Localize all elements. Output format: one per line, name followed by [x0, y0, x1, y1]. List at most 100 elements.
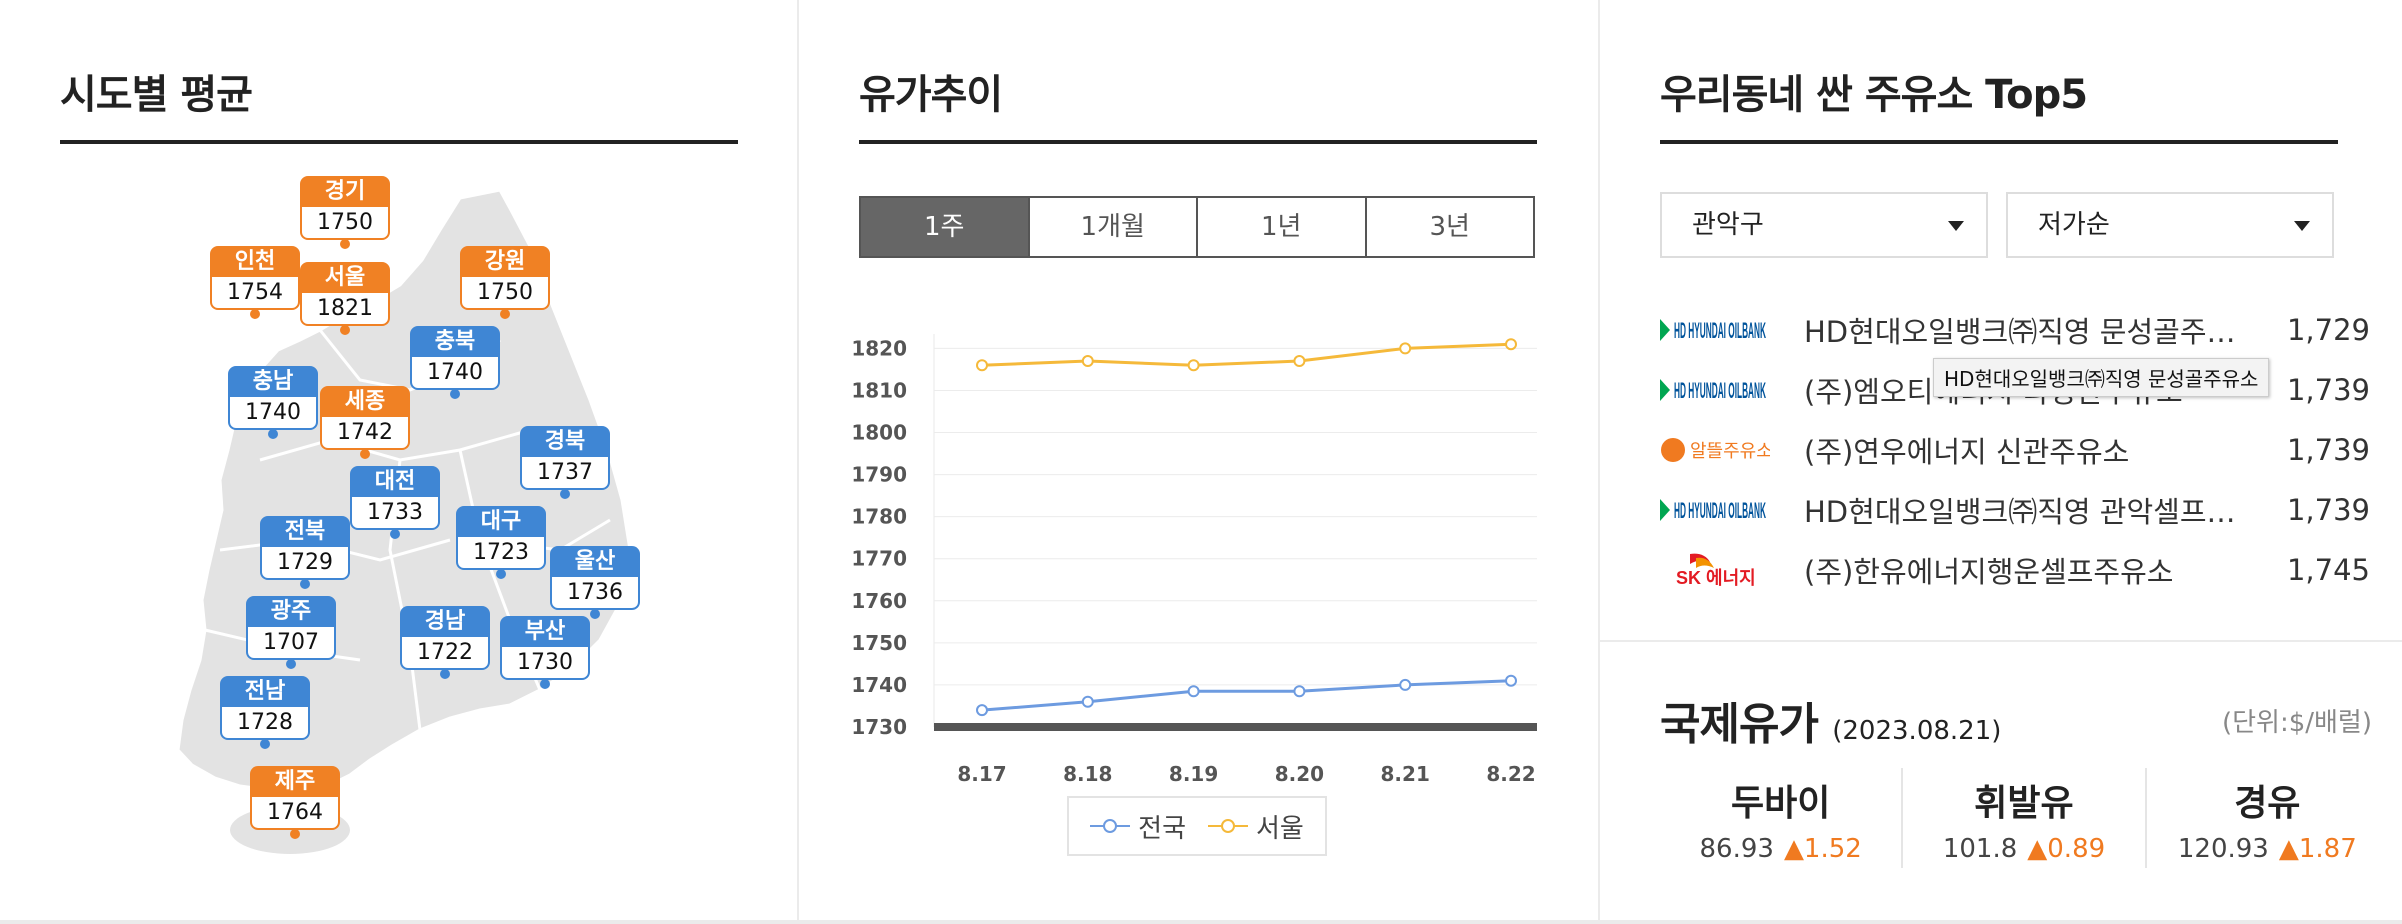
- title-underline: [60, 140, 738, 144]
- region-name: 전남: [220, 676, 310, 707]
- region-name: 광주: [246, 596, 336, 627]
- regional-average-panel: 시도별 평균 경기 1750 인천 1754 서울 1821 강원 1750 충북 1740 충남 1…: [0, 0, 797, 920]
- station-list: HD HYUNDAI OILBANK HD현대오일뱅크㈜직영 문성골주유소 1,…: [1660, 300, 2370, 600]
- brand-text: HD HYUNDAI OILBANK: [1674, 318, 1766, 343]
- data-point-national: [976, 704, 988, 717]
- station-price: 1,745: [2286, 553, 2370, 587]
- region-name: 충북: [410, 326, 500, 357]
- brand-logo: 알뜰주유소: [1661, 438, 1770, 462]
- legend-seoul[interactable]: 서울: [1208, 808, 1304, 845]
- region-price: 1722: [400, 637, 490, 670]
- data-point-national: [1187, 685, 1200, 698]
- region-label-ulsan[interactable]: 울산 1736: [550, 546, 640, 619]
- station-row[interactable]: HD HYUNDAI OILBANK HD현대오일뱅크㈜직영 문성골주유소 1,…: [1660, 300, 2370, 360]
- region-price: 1821: [300, 293, 390, 326]
- top5-panel-title: 우리동네 싼 주유소 Top5: [1660, 72, 2088, 118]
- legend-national[interactable]: 전국: [1090, 808, 1186, 845]
- region-label-gyeongnam[interactable]: 경남 1722: [400, 606, 490, 679]
- region-label-jeju[interactable]: 제주 1764: [250, 766, 340, 839]
- station-row[interactable]: SK 에너지 (주)한유에너지행운셀프주유소 1,745: [1660, 540, 2370, 600]
- legend-seoul-label: 서울: [1256, 813, 1304, 844]
- region-price: 1723: [456, 537, 546, 570]
- region-label-seoul[interactable]: 서울 1821: [300, 262, 390, 335]
- region-price: 1740: [410, 357, 500, 390]
- region-marker: [500, 309, 510, 319]
- price-trend-chart: 1730 1740 1750 1760 1770 1780 1790 1800 1810 1820…: [851, 334, 1537, 786]
- station-name: HD현대오일뱅크㈜직영 관악셀프주유소: [1804, 495, 2246, 529]
- intl-price-value: 86.93: [1699, 834, 1774, 864]
- intl-price-change: ▲1.52: [1783, 834, 1862, 864]
- region-label-gangwon[interactable]: 강원 1750: [460, 246, 550, 319]
- region-marker: [390, 529, 400, 539]
- region-marker: [290, 829, 300, 839]
- chart-legend: 전국 서울: [1067, 796, 1327, 856]
- intl-price-change: ▲0.89: [2027, 834, 2106, 864]
- region-label-chungnam[interactable]: 충남 1740: [228, 366, 318, 439]
- region-marker: [440, 669, 450, 679]
- station-price: 1,739: [2286, 373, 2370, 407]
- data-point-seoul: [1505, 338, 1517, 351]
- period-tabs: 1주 1개월 1년 3년: [859, 196, 1535, 258]
- x-tick-label: 8.19: [1169, 762, 1218, 786]
- y-tick-label: 1770: [851, 547, 907, 571]
- region-marker: [560, 489, 570, 499]
- legend-national-label: 전국: [1138, 813, 1186, 844]
- region-price: 1737: [520, 457, 610, 490]
- tab-3-year[interactable]: 3년: [1364, 198, 1533, 256]
- station-name: (주)한유에너지행운셀프주유소: [1804, 555, 2174, 589]
- price-trend-panel: 유가추이 1주 1개월 1년 3년 1730 1740 1750 1760 1770 17…: [799, 0, 1598, 920]
- x-tick-label: 8.20: [1275, 762, 1324, 786]
- x-tick-label: 8.22: [1486, 762, 1535, 786]
- tab-1-month[interactable]: 1개월: [1027, 198, 1196, 256]
- region-label-gyeongbuk[interactable]: 경북 1737: [520, 426, 610, 499]
- data-point-seoul: [1081, 355, 1094, 368]
- region-label-sejong[interactable]: 세종 1742: [320, 386, 410, 459]
- brand-text: HD HYUNDAI OILBANK: [1674, 498, 1766, 523]
- intl-oil-prices: 두바이 86.93 ▲1.52 휘발유 101.8 ▲0.89 경유 120.93 ▲…: [1660, 768, 2388, 868]
- region-label-chungbuk[interactable]: 충북 1740: [410, 326, 500, 399]
- station-row[interactable]: HD HYUNDAI OILBANK (주)엠오티에너지 다정한주유소 1,73…: [1660, 360, 2370, 420]
- intl-price-name: 휘발유: [1974, 783, 2074, 824]
- tab-1-year[interactable]: 1년: [1196, 198, 1365, 256]
- intl-price-values: 86.93 ▲1.52: [1660, 834, 1901, 864]
- region-price: 1750: [460, 277, 550, 310]
- brand-logo: SK 에너지: [1676, 553, 1756, 588]
- series-line-national: [981, 679, 1512, 712]
- station-row[interactable]: HD HYUNDAI OILBANK HD현대오일뱅크㈜직영 관악셀프주유소 1…: [1660, 480, 2370, 540]
- tab-1-week[interactable]: 1주: [861, 198, 1028, 256]
- brand-logo: HD HYUNDAI OILBANK: [1660, 378, 1766, 403]
- station-row[interactable]: 알뜰주유소 (주)연우에너지 신관주유소 1,739: [1660, 420, 2370, 480]
- hd-oilbank-logo-icon: HD HYUNDAI OILBANK: [1660, 370, 1784, 410]
- sort-select[interactable]: 저가순: [2006, 192, 2334, 258]
- region-name: 제주: [250, 766, 340, 797]
- region-price: 1750: [300, 207, 390, 240]
- region-price: 1754: [210, 277, 300, 310]
- panel-divider: [797, 0, 799, 920]
- hd-oilbank-logo-icon: HD HYUNDAI OILBANK: [1660, 490, 1784, 530]
- station-name: (주)연우에너지 신관주유소: [1804, 435, 2130, 469]
- region-name: 강원: [460, 246, 550, 277]
- region-label-daegu[interactable]: 대구 1723: [456, 506, 546, 579]
- intl-price-dubai: 두바이 86.93 ▲1.52: [1660, 768, 1901, 868]
- region-label-incheon[interactable]: 인천 1754: [210, 246, 300, 319]
- title-underline: [1660, 140, 2338, 144]
- region-label-jeonbuk[interactable]: 전북 1729: [260, 516, 350, 589]
- region-label-gwangju[interactable]: 광주 1707: [246, 596, 336, 669]
- region-label-busan[interactable]: 부산 1730: [500, 616, 590, 689]
- y-tick-label: 1780: [851, 505, 907, 529]
- region-name: 경남: [400, 606, 490, 637]
- region-label-jeonnam[interactable]: 전남 1728: [220, 676, 310, 749]
- region-price: 1736: [550, 577, 640, 610]
- region-marker: [590, 609, 600, 619]
- brand-logo: HD HYUNDAI OILBANK: [1660, 318, 1766, 343]
- region-label-daejeon[interactable]: 대전 1733: [350, 466, 440, 539]
- region-label-gyeonggi[interactable]: 경기 1750: [300, 176, 390, 249]
- trend-panel-title: 유가추이: [859, 72, 1003, 118]
- series-line-seoul: [981, 342, 1512, 367]
- region-name: 부산: [500, 616, 590, 647]
- district-select[interactable]: 관악구: [1660, 192, 1988, 258]
- region-marker: [268, 429, 278, 439]
- y-tick-label: 1760: [851, 589, 907, 613]
- data-point-national: [1293, 685, 1306, 698]
- region-marker: [250, 309, 260, 319]
